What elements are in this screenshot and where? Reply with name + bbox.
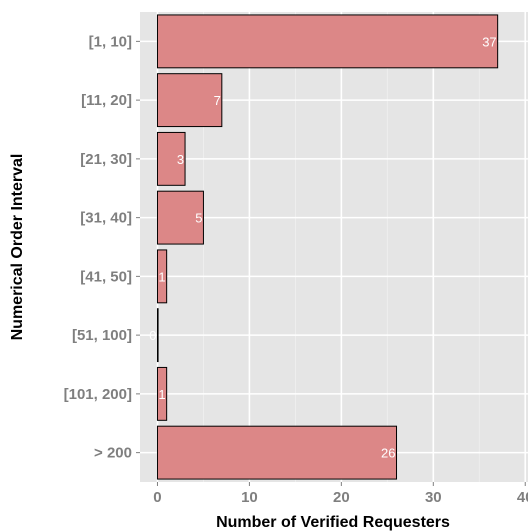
bar bbox=[156, 366, 168, 421]
bar-value-label: 7 bbox=[214, 93, 221, 108]
x-tick-label: 20 bbox=[333, 489, 350, 506]
y-axis-title: Numerical Order Interval bbox=[9, 154, 26, 341]
bar bbox=[156, 14, 499, 69]
bar-value-label: 37 bbox=[482, 34, 496, 49]
x-axis-ticks: 0 10 20 30 40 bbox=[153, 482, 528, 506]
y-tick-label: [101, 200] bbox=[64, 386, 132, 403]
x-axis-title: Number of Verified Requesters bbox=[216, 514, 450, 531]
bar-value-label: 1 bbox=[158, 387, 165, 402]
bar bbox=[156, 308, 159, 363]
bar-value-label: 26 bbox=[381, 446, 395, 461]
bar-value-label: 5 bbox=[195, 211, 202, 226]
x-tick-label: 40 bbox=[517, 489, 528, 506]
bar bbox=[156, 131, 186, 186]
bar-value-labels: 37 7 3 5 1 0 1 26 bbox=[149, 34, 496, 460]
bar bbox=[156, 73, 223, 128]
bar-value-label: 1 bbox=[158, 269, 165, 284]
y-tick-label: [51, 100] bbox=[72, 327, 132, 344]
bar-value-label: 0 bbox=[149, 328, 156, 343]
y-tick-label: [31, 40] bbox=[80, 210, 132, 227]
bar bbox=[156, 425, 398, 480]
bars bbox=[156, 14, 499, 480]
y-tick-label: > 200 bbox=[94, 445, 132, 462]
y-tick-label: [11, 20] bbox=[81, 92, 132, 109]
bar bbox=[156, 190, 204, 245]
bar bbox=[156, 249, 168, 304]
y-tick-label: [21, 30] bbox=[80, 151, 132, 168]
x-tick-label: 0 bbox=[153, 489, 161, 506]
bar-value-label: 3 bbox=[177, 152, 184, 167]
x-tick-label: 30 bbox=[425, 489, 442, 506]
y-tick-label: [41, 50] bbox=[80, 268, 132, 285]
y-axis-ticks: [1, 10] [11, 20] [21, 30] [31, 40] [41, 50] [… bbox=[64, 33, 140, 462]
y-tick-label: [1, 10] bbox=[89, 33, 132, 50]
x-tick-label: 10 bbox=[241, 489, 258, 506]
